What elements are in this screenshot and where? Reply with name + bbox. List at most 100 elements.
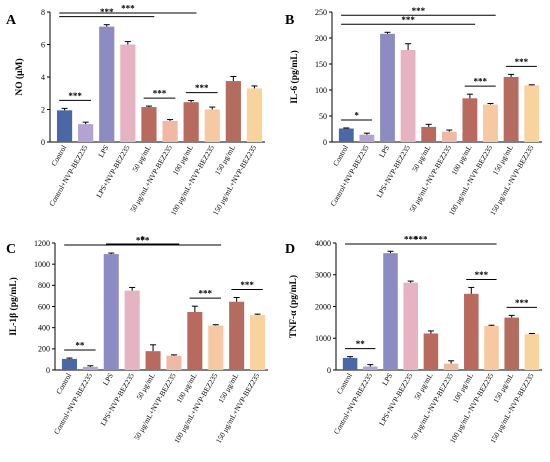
x-tick-label: LPS	[377, 144, 391, 160]
x-tick-label: 50 μg/mL+NVP-BEZ235	[407, 143, 453, 213]
bar	[464, 293, 479, 370]
significance-label: ***	[195, 83, 209, 93]
bar	[120, 44, 136, 142]
x-tick-label: 150 μg/mL+NVP-BEZ235	[488, 371, 536, 444]
chart-panel-b: B IL-6 (pg/mL) 0 50 100 150 200 250 ControlContr…	[285, 6, 542, 217]
bar	[56, 110, 73, 142]
y-tick-label: 50	[319, 112, 327, 121]
panel-label: D	[285, 242, 295, 257]
significance-label: ***	[412, 6, 426, 16]
significance-label: ***	[121, 4, 135, 14]
bar	[229, 301, 245, 370]
bar	[246, 88, 263, 142]
x-tick-label: 50 μg/mL+NVP-BEZ235	[128, 143, 174, 213]
bar	[423, 333, 439, 370]
y-tick-label: 400	[38, 323, 50, 332]
bar	[403, 282, 418, 370]
significance-label: ***	[100, 7, 114, 17]
x-tick-label: Control	[335, 372, 354, 396]
bar	[421, 126, 437, 142]
significance-label: ***	[136, 236, 150, 246]
bar	[183, 102, 199, 142]
y-tick-label: 2	[41, 105, 45, 114]
x-tick-label: Control+NVP-BEZ235	[47, 143, 89, 208]
y-tick-label: 4	[41, 73, 45, 82]
bar	[61, 358, 77, 370]
bar	[484, 325, 499, 370]
bar	[99, 26, 115, 142]
y-tick-label: 6	[41, 40, 45, 49]
y-tick-label: 100	[315, 86, 327, 95]
bar	[383, 253, 398, 370]
bar	[166, 355, 182, 370]
y-tick-label: 800	[38, 281, 50, 290]
bar	[141, 107, 157, 142]
chart-panel-c: C IL-1β (pg/mL) 0 200 400 600 800 1000 1200 Contr…	[6, 235, 268, 445]
x-tick-label: 50 μg/mL	[134, 371, 157, 401]
x-tick-label: 150 μg/mL+NVP-BEZ235	[214, 371, 262, 444]
bar	[124, 290, 140, 370]
y-axis-label: NO (μM)	[14, 58, 25, 95]
y-tick-label: 1000	[34, 260, 50, 269]
panel-label: C	[6, 242, 16, 257]
bar	[103, 254, 119, 370]
significance-label: *	[354, 110, 359, 120]
x-tick-label: LPS	[96, 144, 110, 160]
significance-label: ***	[240, 280, 254, 290]
x-tick-label: 100 μg/mL+NVP-BEZ235	[172, 371, 220, 444]
bar	[78, 124, 94, 142]
x-tick-label: Control+NVP-BEZ235	[328, 143, 370, 208]
y-tick-label: 1000	[315, 334, 331, 343]
significance-label: ***	[404, 235, 418, 245]
significance-label: ***	[515, 298, 529, 308]
bar	[443, 363, 459, 370]
significance-label: ***	[475, 270, 489, 280]
bar	[462, 98, 478, 142]
significance-label: ***	[473, 77, 487, 87]
bar	[503, 77, 519, 142]
bar	[524, 85, 540, 142]
significance-label: ***	[199, 289, 213, 299]
significance-label: **	[75, 341, 85, 351]
y-tick-label: 2000	[315, 302, 331, 311]
x-tick-label: Control	[331, 144, 350, 168]
x-tick-label: Control+NVP-BEZ235	[52, 371, 94, 436]
bar	[504, 317, 519, 370]
y-tick-label: 150	[315, 60, 327, 69]
significance-label: ***	[401, 15, 415, 25]
significance-label: *	[140, 235, 145, 245]
x-tick-label: Control	[54, 372, 73, 396]
y-tick-label: 8	[41, 8, 45, 17]
bar	[187, 312, 203, 370]
panel-label: A	[6, 13, 17, 28]
x-tick-label: Control	[49, 144, 68, 168]
bar	[342, 357, 358, 370]
x-tick-label: LPS	[101, 372, 115, 388]
panel-label: B	[285, 13, 294, 28]
bar	[338, 128, 354, 142]
x-tick-label: 150 μg/mL+NVP-BEZ235	[211, 143, 259, 216]
bar	[359, 134, 375, 142]
y-tick-label: 1200	[34, 239, 50, 248]
y-axis-label: TNF-α (pg/mL)	[288, 275, 299, 338]
y-tick-label: 0	[327, 366, 331, 375]
x-tick-label: 50 μg/mL+NVP-BEZ235	[132, 371, 178, 441]
x-tick-label: 100 μg/mL+NVP-BEZ235	[447, 143, 495, 216]
bar	[380, 33, 395, 143]
significance-label: ***	[153, 89, 167, 99]
bar	[363, 366, 378, 370]
bar	[162, 120, 178, 142]
x-tick-label: Control+NVP-BEZ235	[332, 371, 374, 436]
bar	[441, 131, 457, 142]
y-tick-label: 200	[315, 34, 327, 43]
y-tick-label: 200	[38, 345, 50, 354]
bar	[145, 351, 161, 370]
bar	[483, 104, 498, 142]
x-tick-label: LPS	[380, 372, 394, 388]
x-tick-label: 50 μg/mL+NVP-BEZ235	[409, 371, 455, 441]
y-tick-label: 600	[38, 302, 50, 311]
y-tick-label: 0	[323, 138, 327, 147]
bar	[204, 109, 220, 142]
x-tick-label: 50 μg/mL	[130, 143, 153, 173]
